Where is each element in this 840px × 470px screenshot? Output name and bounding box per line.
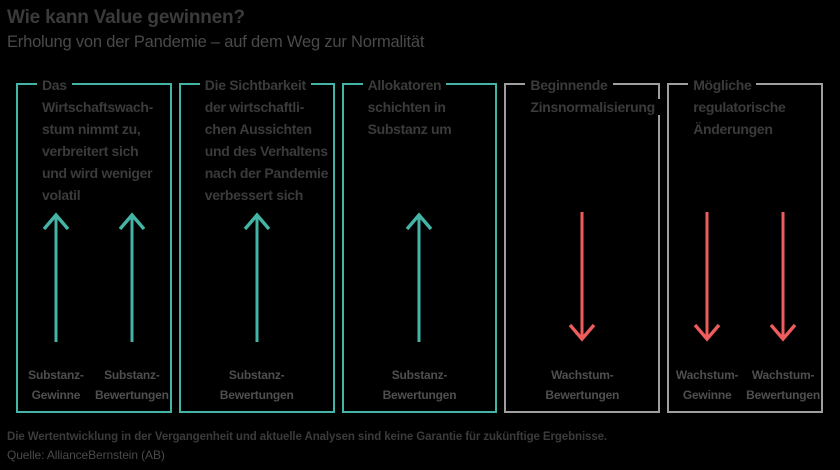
box-columns: Wachstum- Gewinne Wachstum- Bewertungen: [669, 85, 821, 411]
box-heading: Beginnende Zinsnormalisierung: [525, 74, 660, 118]
disclaimer-text: Die Wertentwicklung in der Vergangenheit…: [7, 431, 608, 443]
arrow-column: Substanz- Gewinne: [18, 85, 94, 411]
factor-boxes-row: Das Wirtschaftswach- stum nimmt zu, verb…: [16, 77, 823, 413]
factor-box: Das Wirtschaftswach- stum nimmt zu, verb…: [16, 77, 172, 413]
page-subtitle: Erholung von der Pandemie – auf dem Weg …: [7, 33, 425, 51]
up-arrow-icon: [406, 212, 433, 342]
arrow-column: Wachstum- Bewertungen: [506, 85, 658, 411]
box-heading-text: Mögliche regulatorische Änderungen: [688, 77, 791, 137]
page-title: Wie kann Value gewinnen?: [7, 7, 245, 28]
arrow-column: Substanz- Bewertungen: [181, 85, 333, 411]
up-arrow-icon: [118, 212, 146, 342]
up-arrow-icon: [42, 212, 70, 342]
box-heading-text: Das Wirtschaftswach- stum nimmt zu, verb…: [37, 77, 158, 203]
down-arrow-icon: [769, 212, 797, 342]
header: Wie kann Value gewinnen? Erholung von de…: [7, 6, 832, 52]
arrow-label: Substanz- Bewertungen: [219, 368, 294, 402]
box-heading: Das Wirtschaftswach- stum nimmt zu, verb…: [37, 74, 172, 206]
arrow-column: Substanz- Bewertungen: [94, 85, 170, 411]
arrow-label: Wachstum- Gewinne: [675, 368, 739, 402]
box-heading-text: Beginnende Zinsnormalisierung: [525, 77, 660, 115]
arrow-label: Substanz- Gewinne: [28, 368, 84, 402]
footer: Die Wertentwicklung in der Vergangenheit…: [7, 430, 832, 462]
arrow-column: Substanz- Bewertungen: [344, 85, 496, 411]
up-arrow-icon: [243, 212, 270, 342]
factor-box: Die Sichtbarkeit der wirtschaftli- chen …: [178, 77, 335, 413]
box-columns: Wachstum- Bewertungen: [506, 85, 658, 411]
factor-box: Beginnende Zinsnormalisierung Wachstum- …: [504, 77, 661, 413]
arrow-label: Substanz- Bewertungen: [382, 368, 457, 402]
factor-box: Allokatoren schichten in Substanz um Sub…: [341, 77, 498, 413]
box-heading: Die Sichtbarkeit der wirtschaftli- chen …: [199, 74, 335, 206]
arrow-label: Substanz- Bewertungen: [94, 368, 169, 402]
box-columns: Substanz- Gewinne Substanz- Bewertungen: [18, 85, 170, 411]
down-arrow-icon: [693, 212, 721, 342]
box-heading: Mögliche regulatorische Änderungen: [688, 74, 823, 140]
arrow-column: Wachstum- Gewinne: [669, 85, 745, 411]
source-text: Quelle: AllianceBernstein (AB): [7, 448, 165, 462]
arrow-label: Wachstum- Bewertungen: [545, 368, 620, 402]
box-columns: Substanz- Bewertungen: [181, 85, 333, 411]
down-arrow-icon: [568, 212, 596, 342]
factor-box: Mögliche regulatorische Änderungen Wachs…: [667, 77, 823, 413]
box-columns: Substanz- Bewertungen: [344, 85, 496, 411]
arrow-column: Wachstum- Bewertungen: [745, 85, 821, 411]
box-heading: Allokatoren schichten in Substanz um: [362, 74, 498, 140]
box-heading-text: Allokatoren schichten in Substanz um: [362, 77, 457, 137]
box-heading-text: Die Sichtbarkeit der wirtschaftli- chen …: [199, 77, 334, 203]
arrow-label: Wachstum- Bewertungen: [746, 368, 820, 402]
